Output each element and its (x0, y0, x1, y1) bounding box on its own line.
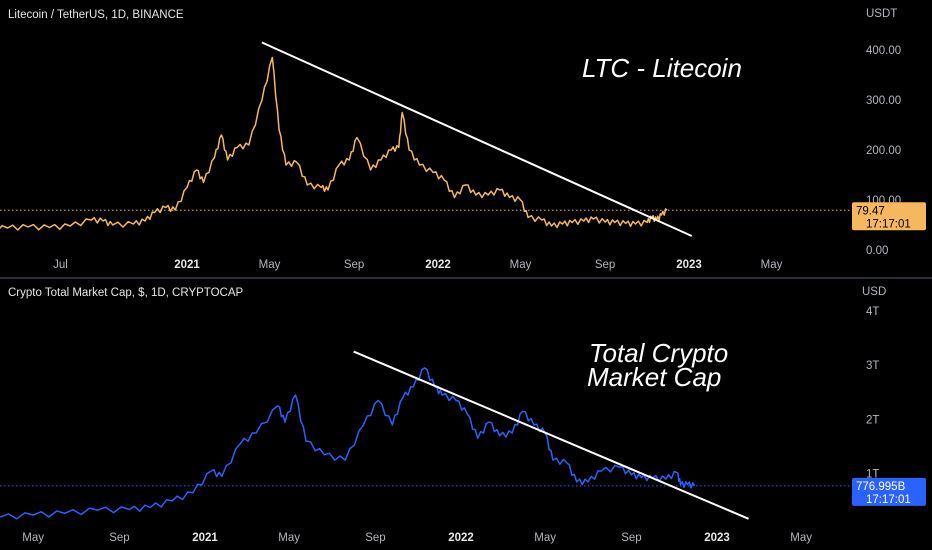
x-tick-label: May (790, 532, 812, 544)
price-tag-value: 79.47 (856, 205, 885, 217)
y-tick-label: 4T (866, 306, 879, 318)
x-tick-label: May (534, 532, 556, 544)
ltc-annotation: LTC - Litecoin (582, 53, 742, 83)
x-tick-label: Jul (53, 259, 68, 271)
ltc-x-axis: Jul 2021 May Sep 2022 May Sep 2023 May (53, 259, 783, 271)
total-cap-plot-area (0, 350, 852, 520)
trendline[interactable] (261, 41, 693, 237)
x-tick-label: May (761, 259, 783, 271)
trendline[interactable] (353, 350, 749, 520)
ltc-currency-label: USDT (866, 8, 897, 20)
x-tick-label: 2022 (425, 259, 451, 271)
price-tag-box (852, 477, 926, 506)
total-cap-annotation-line-2: Market Cap (587, 362, 721, 392)
y-tick-label: 2T (866, 414, 879, 426)
x-tick-label: May (22, 532, 44, 544)
x-tick-label: 2021 (174, 259, 200, 271)
total-cap-x-axis: May Sep 2021 May Sep 2022 May Sep 2023 May (22, 532, 812, 544)
y-tick-label: 1T (866, 469, 879, 481)
y-tick-label: 400.00 (866, 45, 901, 57)
x-tick-label: Sep (595, 259, 615, 271)
x-tick-label: Sep (365, 532, 385, 544)
x-tick-label: 2023 (676, 259, 702, 271)
x-tick-label: 2021 (192, 532, 218, 544)
y-tick-label: 200.00 (866, 145, 901, 157)
ltc-pane[interactable]: Litecoin / TetherUS, 1D, BINANCE USDT LT… (0, 8, 926, 271)
price-tag-value: 776.995B (856, 481, 906, 493)
x-tick-label: May (259, 259, 281, 271)
y-tick-label: 3T (866, 360, 879, 372)
x-tick-label: May (510, 259, 532, 271)
price-tag-time: 17:17:01 (866, 218, 911, 230)
total-cap-chart-title: Crypto Total Market Cap, $, 1D, CRYPTOCA… (8, 287, 244, 299)
x-tick-label: May (278, 532, 300, 544)
series-line (0, 56, 668, 231)
price-tag-box (852, 202, 926, 231)
total-cap-annotation-line-1: Total Crypto (589, 338, 728, 368)
x-tick-label: 2023 (704, 532, 730, 544)
total-cap-pane[interactable]: Crypto Total Market Cap, $, 1D, CRYPTOCA… (0, 286, 926, 544)
ltc-plot-area (0, 41, 852, 237)
total-cap-y-axis: 1T 2T 3T 4T (866, 306, 879, 481)
x-tick-label: Sep (344, 259, 364, 271)
x-tick-label: Sep (621, 532, 641, 544)
x-tick-label: 2022 (448, 532, 474, 544)
total-cap-currency-label: USD (862, 286, 886, 298)
price-tag-time: 17:17:01 (866, 494, 911, 506)
y-tick-label: 300.00 (866, 95, 901, 107)
ltc-chart-title: Litecoin / TetherUS, 1D, BINANCE (8, 9, 184, 21)
y-tick-label: 0.00 (866, 245, 888, 257)
x-tick-label: Sep (109, 532, 129, 544)
